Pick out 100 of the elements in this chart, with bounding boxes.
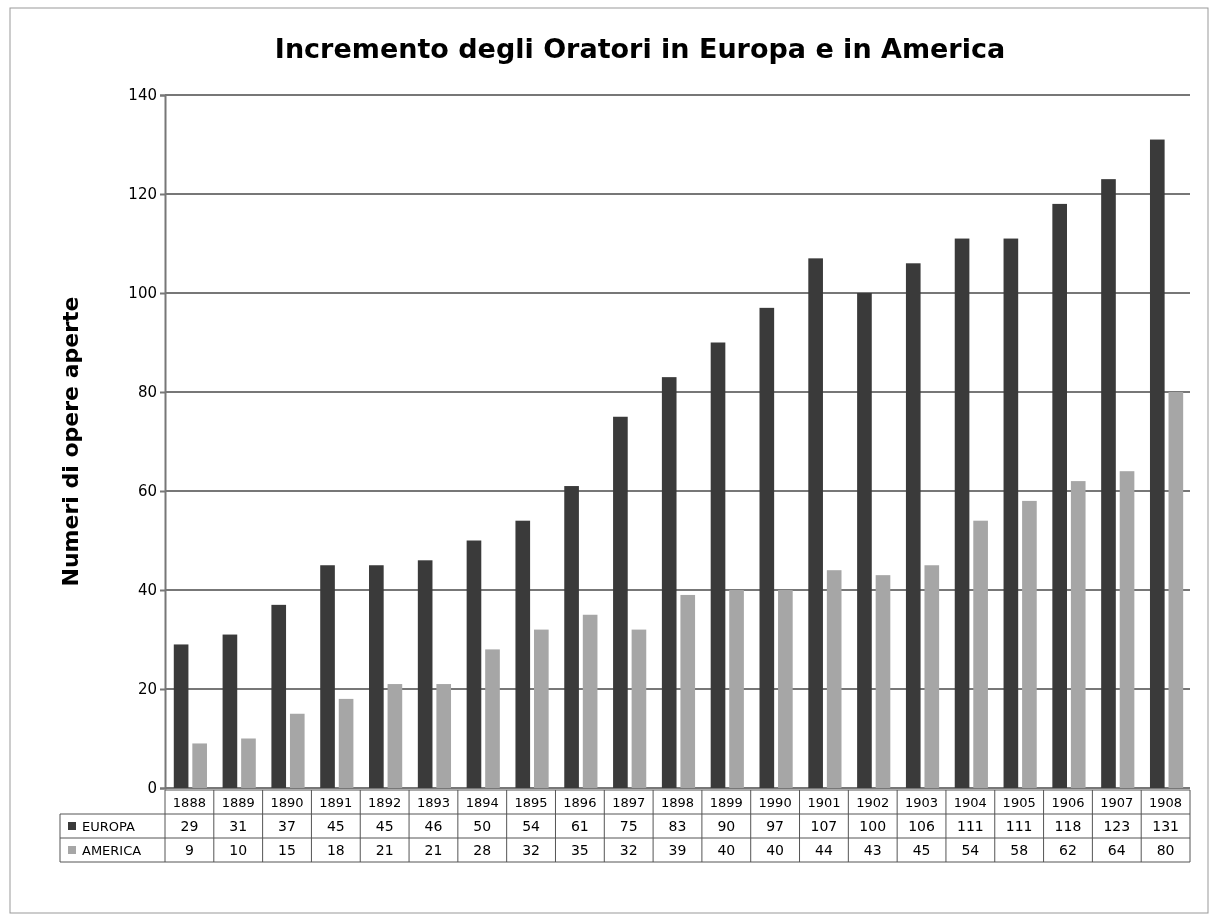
- data-label: 10: [229, 841, 248, 858]
- data-label: 107: [810, 817, 838, 834]
- bar: [631, 629, 647, 788]
- data-label: 37: [278, 817, 296, 834]
- x-tick-label: 1898: [660, 794, 695, 810]
- data-label: 62: [1059, 841, 1077, 858]
- data-label: 131: [1152, 817, 1179, 834]
- bar: [387, 684, 403, 788]
- x-tick-label: 1908: [1149, 794, 1183, 810]
- data-label: 43: [863, 841, 882, 858]
- y-tick-label: 0: [147, 779, 157, 798]
- data-label: 45: [375, 817, 394, 834]
- legend-label: EUROPA: [82, 818, 135, 834]
- x-tick-label: 1990: [758, 794, 792, 810]
- data-label: 54: [522, 817, 541, 834]
- data-label: 64: [1107, 841, 1126, 858]
- data-label: 100: [859, 817, 887, 834]
- bar: [485, 649, 500, 788]
- data-label: 44: [815, 841, 833, 858]
- bar: [973, 520, 988, 788]
- y-tick-label: 120: [128, 185, 157, 204]
- bar: [1022, 500, 1037, 788]
- bar: [875, 575, 891, 788]
- x-tick-label: 1897: [612, 794, 646, 810]
- bar: [241, 738, 256, 788]
- data-label: 28: [473, 841, 492, 858]
- data-label: 18: [326, 841, 345, 858]
- data-label: 111: [1005, 817, 1033, 834]
- bar: [729, 590, 744, 788]
- x-tick-label: 1888: [172, 794, 206, 810]
- data-label: 75: [619, 817, 638, 834]
- data-label: 106: [908, 817, 935, 834]
- data-label: 40: [766, 841, 785, 858]
- data-label: 32: [522, 841, 540, 858]
- data-label: 9: [184, 841, 194, 858]
- data-label: 31: [229, 817, 248, 834]
- bar: [369, 565, 384, 788]
- bar: [1101, 179, 1116, 788]
- bar: [613, 416, 628, 788]
- data-label: 111: [956, 817, 984, 834]
- x-tick-label: 1891: [319, 794, 353, 810]
- y-tick-label: 60: [137, 482, 157, 501]
- bar: [1149, 139, 1165, 788]
- bar: [338, 698, 354, 788]
- bar: [905, 263, 921, 788]
- y-tick-label: 40: [137, 581, 157, 600]
- y-tick-label: 100: [128, 284, 157, 303]
- bar: [289, 713, 305, 788]
- data-label: 32: [619, 841, 638, 858]
- bar: [710, 342, 726, 788]
- x-tick-label: 1895: [514, 794, 548, 810]
- data-label: 97: [766, 817, 785, 834]
- y-tick-label: 20: [137, 680, 157, 699]
- x-tick-label: 1901: [807, 794, 841, 810]
- data-label: 40: [717, 841, 736, 858]
- x-tick-label: 1899: [709, 794, 743, 810]
- bar: [778, 590, 793, 788]
- x-tick-label: 1894: [465, 794, 499, 810]
- bar: [1119, 471, 1135, 788]
- bar: [271, 604, 287, 788]
- bar: [173, 644, 189, 788]
- data-label: 35: [570, 841, 589, 858]
- bar: [857, 293, 872, 788]
- bar: [1003, 238, 1019, 788]
- x-tick-label: 1903: [905, 794, 939, 810]
- y-tick-label: 140: [128, 86, 157, 105]
- x-tick-label: 1890: [270, 794, 304, 810]
- bar: [680, 594, 696, 788]
- bar: [759, 307, 775, 788]
- data-label: 21: [375, 841, 394, 858]
- x-tick-label: 1906: [1051, 794, 1085, 810]
- bar: [582, 614, 598, 788]
- bar: [564, 486, 579, 788]
- data-label: 61: [570, 817, 589, 834]
- bar: [1168, 392, 1184, 788]
- bar: [924, 565, 940, 788]
- bar: [1070, 481, 1086, 788]
- x-tick-label: 1905: [1002, 794, 1036, 810]
- data-label: 45: [912, 841, 931, 858]
- bar: [534, 629, 549, 788]
- bar: [320, 565, 335, 788]
- legend-label: AMERICA: [82, 842, 142, 858]
- y-tick-label: 80: [137, 383, 157, 402]
- bar: [826, 570, 842, 788]
- bar: [954, 238, 970, 788]
- data-label: 29: [180, 817, 199, 834]
- data-label: 39: [668, 841, 687, 858]
- data-label: 83: [668, 817, 687, 834]
- x-tick-label: 1892: [368, 794, 402, 810]
- data-label: 80: [1156, 841, 1175, 858]
- bar: [192, 743, 207, 788]
- bar: [515, 520, 531, 788]
- x-tick-label: 1896: [563, 794, 597, 810]
- bar: [222, 634, 238, 788]
- bar: [417, 560, 433, 788]
- data-label: 90: [717, 817, 736, 834]
- x-tick-label: 1902: [856, 794, 890, 810]
- x-tick-label: 1907: [1100, 794, 1134, 810]
- chart-title: Incremento degli Oratori in Europa e in America: [274, 33, 1006, 64]
- bar: [466, 540, 482, 788]
